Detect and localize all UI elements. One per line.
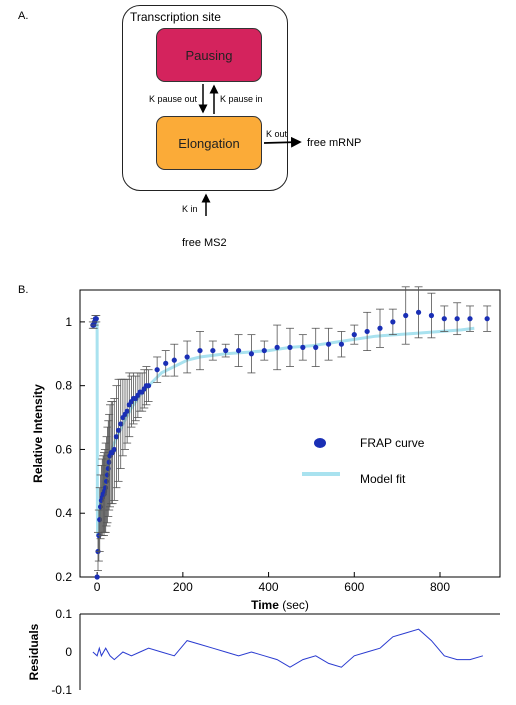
frap-data-point — [94, 574, 100, 580]
y-tick-label: 1 — [65, 315, 72, 329]
elongation-state-box: Elongation — [156, 116, 262, 170]
y-axis-label: Relative Intensity — [31, 384, 45, 483]
panel-a-letter: A. — [18, 10, 29, 22]
panel-b-letter: B. — [18, 284, 29, 296]
residual-y-tick-label: -0.1 — [51, 683, 72, 697]
frap-data-point — [390, 319, 396, 325]
x-tick-label: 600 — [344, 580, 364, 594]
frap-data-point — [103, 478, 110, 484]
frap-data-point — [145, 383, 152, 389]
frap-data-point — [197, 347, 203, 354]
frap-data-point — [364, 328, 370, 335]
model-fit-line — [92, 320, 475, 537]
frap-data-point — [377, 325, 383, 331]
free-ms2-label: free MS2 — [182, 237, 227, 249]
frap-data-point — [115, 427, 122, 433]
frap-data-point — [351, 332, 357, 338]
plot-frame — [79, 289, 501, 578]
frap-data-point — [274, 344, 280, 350]
frap-data-point — [261, 347, 267, 354]
frap-data-point — [111, 446, 117, 453]
frap-data-point — [103, 485, 109, 491]
frap-data-point — [235, 347, 242, 354]
residual-y-tick-label: 0 — [65, 645, 72, 659]
legend-frap-label: FRAP curve — [360, 436, 425, 450]
k-out-label: K out — [266, 129, 288, 139]
schematic-arrows — [198, 84, 302, 216]
frap-chart: 0 200 400 600 800 0.2 0.4 0.6 0.8 1 Time (sec) Rela… — [31, 286, 501, 612]
frap-data-point — [300, 344, 306, 350]
frap-data-point — [105, 465, 111, 472]
frap-data-point — [93, 316, 99, 322]
frap-data-point — [338, 341, 345, 347]
frap-data-point — [313, 344, 319, 350]
x-tick-label: 800 — [430, 580, 450, 594]
frap-data-point — [106, 459, 112, 465]
x-tick-label: 400 — [259, 580, 279, 594]
frap-data-point — [210, 347, 216, 354]
y-tick-label: 0.6 — [55, 442, 72, 456]
frap-data-point — [454, 316, 460, 322]
legend-frap-marker — [314, 438, 326, 448]
k-pause-in-label: K pause in — [220, 94, 263, 104]
frap-data-point — [248, 351, 255, 357]
y-tick-label: 0.4 — [55, 506, 72, 520]
frap-data-point — [403, 312, 409, 319]
residual-y-tick-label: 0.1 — [55, 607, 72, 621]
frap-data-point — [415, 309, 422, 315]
frap-data-point — [441, 316, 447, 322]
k-pause-out-label: K pause out — [149, 94, 198, 104]
pausing-state-box: Pausing — [156, 28, 262, 82]
frap-data-point — [467, 316, 473, 322]
y-tick-label: 0.2 — [55, 570, 72, 584]
frap-data-point — [223, 347, 229, 354]
frap-data-point — [113, 434, 120, 440]
residuals-chart: -0.1 0 0.1 Residuals — [27, 607, 500, 697]
frap-data-point — [428, 312, 435, 319]
free-mrnp-label: free mRNP — [307, 137, 362, 149]
x-axis-label: Time (sec) — [251, 598, 309, 612]
frap-data-point — [97, 504, 104, 510]
frap-data-point — [124, 408, 130, 414]
x-tick-label: 200 — [173, 580, 193, 594]
residuals-line — [92, 628, 484, 668]
transcription-site-box — [122, 5, 288, 191]
frap-data-point — [287, 344, 293, 350]
frap-data-point — [104, 472, 111, 478]
y-tick-label: 0.8 — [55, 379, 72, 393]
frap-data-point — [97, 517, 103, 523]
residual-y-axis-label: Residuals — [27, 623, 41, 680]
transcription-site-title: Transcription site — [130, 10, 221, 24]
k-in-label: K in — [182, 204, 198, 214]
frap-data-point — [118, 421, 124, 427]
frap-data-point — [171, 357, 177, 363]
legend-fit-label: Model fit — [360, 472, 406, 486]
k-out-arrow — [263, 136, 302, 148]
frap-data-point — [184, 354, 190, 360]
x-tick-label: 0 — [94, 580, 101, 594]
frap-data-point — [484, 316, 490, 322]
frap-data-point — [325, 341, 332, 347]
frap-data-point — [154, 367, 160, 373]
frap-data-point — [163, 360, 169, 366]
